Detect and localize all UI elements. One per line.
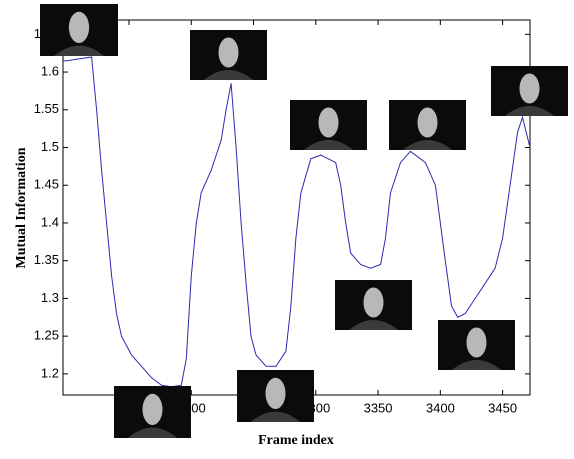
photo-body (250, 411, 301, 422)
photo-body (54, 45, 104, 56)
photo-face (519, 73, 540, 104)
photo-face (417, 107, 438, 138)
y-tick-label: 1.25 (34, 328, 59, 343)
photo-body (203, 70, 254, 80)
x-tick-label: 3400 (426, 400, 455, 415)
photo-body (504, 106, 555, 116)
y-tick-label: 1.3 (41, 290, 59, 305)
y-tick-label: 1.5 (41, 139, 59, 154)
photo-body (127, 427, 178, 438)
y-axis-label: Mutual Information (14, 147, 29, 268)
y-tick-label: 1.55 (34, 101, 59, 116)
data-line (63, 56, 531, 388)
photo-face (363, 287, 384, 318)
face-thumbnails (40, 4, 568, 438)
y-tick-label: 1.35 (34, 252, 59, 267)
photo-face (265, 377, 286, 409)
y-tick-label: 1.6 (41, 63, 59, 78)
photo-face (466, 327, 487, 358)
x-axis-label: Frame index (258, 433, 334, 448)
x-tick-label: 3350 (364, 400, 393, 415)
photo-body (402, 140, 453, 150)
photo-body (303, 140, 354, 150)
photo-face (68, 11, 90, 43)
photo-face (318, 107, 339, 138)
photo-body (348, 320, 399, 330)
y-tick-label: 1.4 (41, 214, 59, 229)
x-tick-label: 3450 (488, 400, 517, 415)
photo-face (218, 37, 239, 68)
y-tick-label: 1.45 (34, 177, 59, 192)
photo-face (142, 393, 163, 425)
photo-body (451, 360, 502, 370)
y-tick-label: 1.2 (41, 365, 59, 380)
